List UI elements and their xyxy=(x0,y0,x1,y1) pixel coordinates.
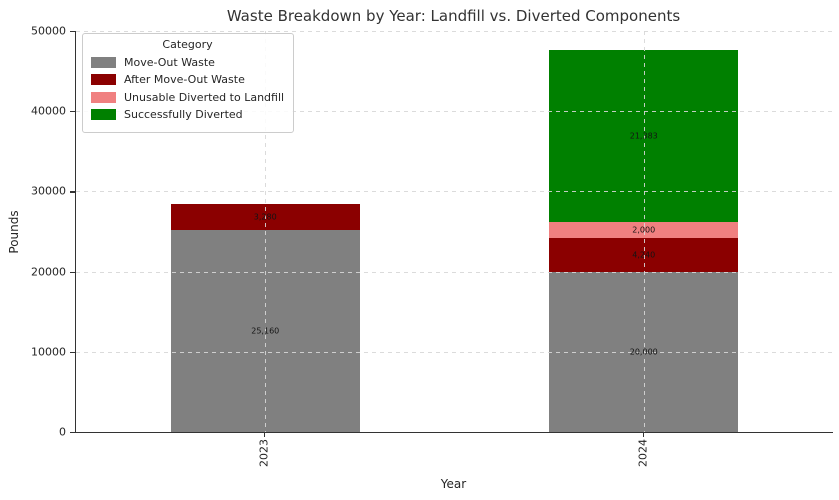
bar-value-label-after-move-out-waste-2023: 3,280 xyxy=(253,212,277,222)
grid-layer xyxy=(76,31,833,432)
legend-item-label-move-out-waste: Move-Out Waste xyxy=(124,55,215,69)
x-tick-label-2024: 2024 xyxy=(636,439,650,467)
y-tick-label-30000: 30000 xyxy=(31,184,66,198)
y-tick-mark-50000 xyxy=(70,31,75,33)
y-tick-label-20000: 20000 xyxy=(31,265,66,279)
y-tick-label-40000: 40000 xyxy=(31,104,66,118)
legend-swatch-move-out-waste xyxy=(91,56,116,68)
legend-swatch-after-move-out-waste xyxy=(91,74,116,85)
bar-labels-layer: 25,160 3,280 20,000 4,240 2,000 21,383 xyxy=(76,31,833,432)
y-tick-label-0: 0 xyxy=(59,425,66,439)
y-tick-mark-0 xyxy=(70,432,75,434)
bar-value-label-move-out-waste-2023: 25,160 xyxy=(251,326,280,336)
bar-value-label-unusable-diverted-to-landfill-2024: 2,000 xyxy=(632,225,656,235)
gridline-y-40000 xyxy=(76,111,833,113)
y-tick-mark-40000 xyxy=(70,111,75,113)
gridline-y-10000 xyxy=(76,351,833,353)
gridline-y-50000 xyxy=(76,31,833,32)
gridline-y-30000 xyxy=(76,191,833,193)
legend-swatch-unusable-diverted-to-landfill xyxy=(91,91,116,103)
bar-value-label-after-move-out-waste-2024: 4,240 xyxy=(632,250,656,260)
x-tick-mark-2023 xyxy=(264,432,266,437)
y-tick-label-50000: 50000 xyxy=(31,24,66,38)
bar-value-label-move-out-waste-2024: 20,000 xyxy=(629,347,658,357)
gridline-y-20000 xyxy=(76,271,833,273)
plot-area: 25,160 3,280 20,000 4,240 2,000 21,383 xyxy=(75,31,833,433)
legend-title: Category xyxy=(162,38,213,51)
legend-item-unusable-diverted-to-landfill: Unusable Diverted to Landfill xyxy=(91,91,284,104)
legend-item-successfully-diverted: Successfully Diverted xyxy=(91,108,284,121)
gridline-x-2024 xyxy=(643,31,645,432)
x-axis-ticks: 2023 2024 xyxy=(75,432,832,498)
legend-item-after-move-out-waste: After Move-Out Waste xyxy=(91,73,284,86)
x-tick-label-2023: 2023 xyxy=(257,439,271,467)
y-tick-mark-10000 xyxy=(70,351,75,353)
x-tick-mark-2024 xyxy=(642,432,644,437)
legend-item-label-after-move-out-waste: After Move-Out Waste xyxy=(124,73,245,86)
chart-title: Waste Breakdown by Year: Landfill vs. Di… xyxy=(226,7,681,25)
gridline-x-2023 xyxy=(265,31,267,432)
legend-items: Move-Out Waste After Move-Out Waste Unusab… xyxy=(91,56,284,121)
y-tick-label-10000: 10000 xyxy=(31,345,66,359)
y-tick-mark-30000 xyxy=(70,191,75,193)
x-axis-label: Year xyxy=(440,477,467,491)
legend: Category Move-Out Waste After Move-Out Wa… xyxy=(82,33,295,133)
y-tick-mark-20000 xyxy=(70,271,75,273)
legend-item-label-unusable-diverted-to-landfill: Unusable Diverted to Landfill xyxy=(124,90,285,104)
legend-item-move-out-waste: Move-Out Waste xyxy=(91,56,284,69)
legend-swatch-successfully-diverted xyxy=(91,109,116,120)
legend-item-label-successfully-diverted: Successfully Diverted xyxy=(124,108,243,121)
bar-value-label-successfully-diverted-2024: 21,383 xyxy=(629,131,658,141)
y-axis-ticks: 0 10000 20000 30000 40000 50000 xyxy=(0,25,75,439)
